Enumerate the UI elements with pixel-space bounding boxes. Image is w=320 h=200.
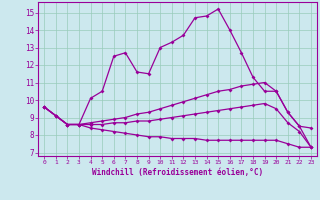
- X-axis label: Windchill (Refroidissement éolien,°C): Windchill (Refroidissement éolien,°C): [92, 168, 263, 177]
